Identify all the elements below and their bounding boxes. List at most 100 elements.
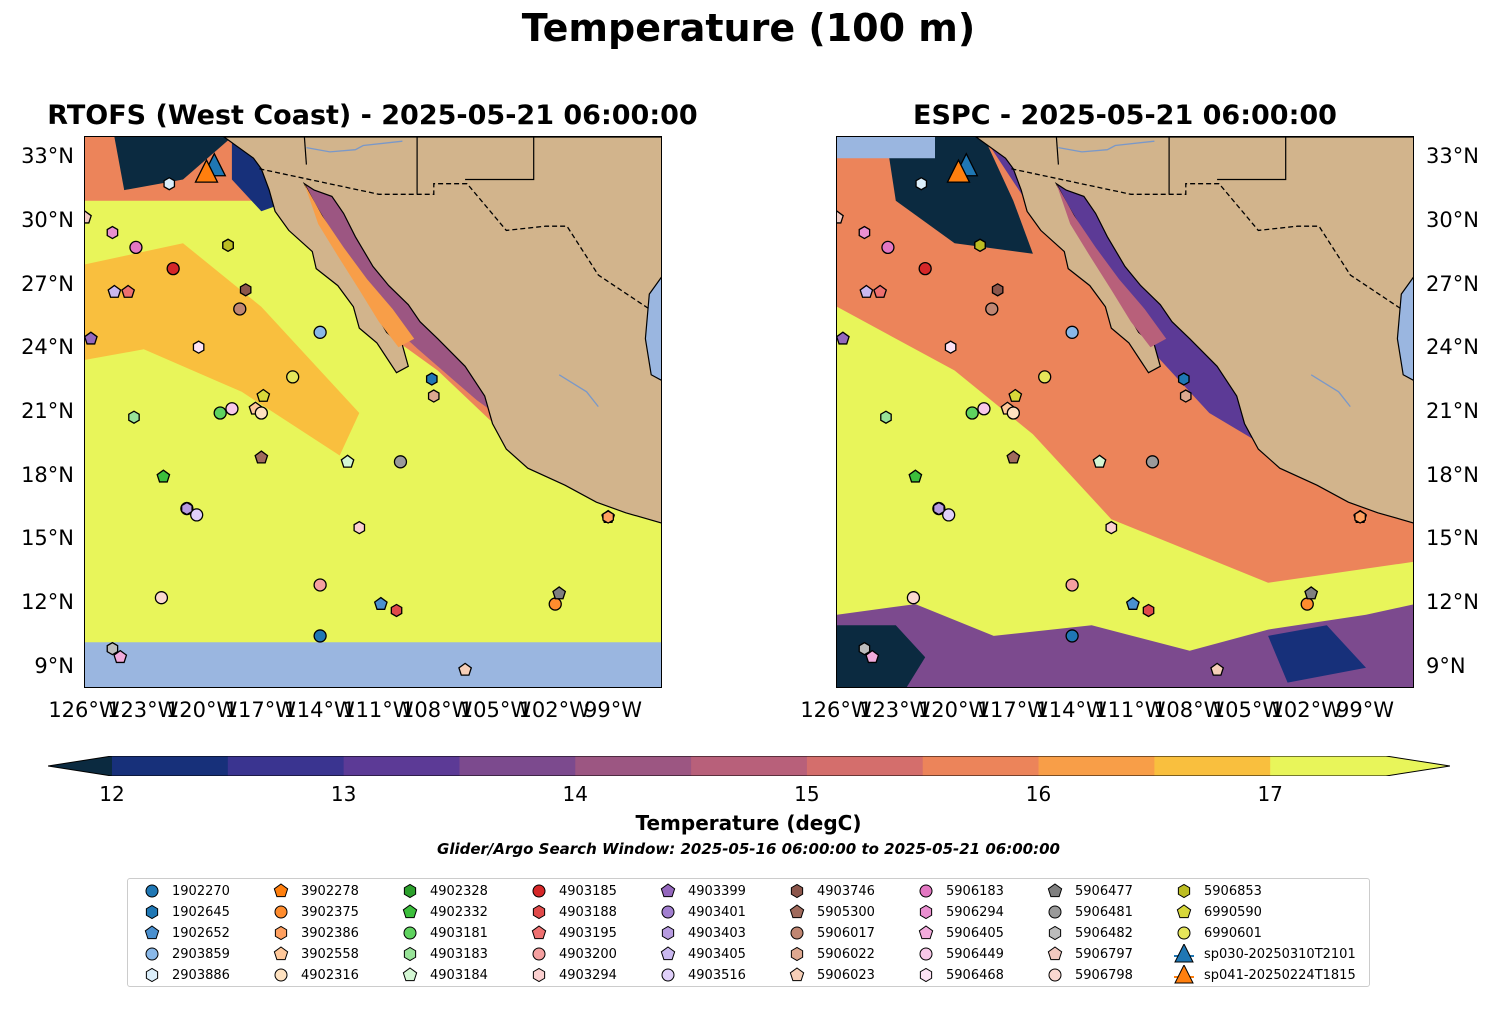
legend-marker-icon <box>145 967 159 983</box>
espc-map-panel[interactable] <box>836 136 1414 688</box>
rtofs-platform-sp041-20250224T1815 <box>194 158 219 183</box>
legend-item: 5906797 <box>1045 944 1133 964</box>
espc-y-tick-label: 12°N <box>1426 590 1479 615</box>
espc-platform-5906405 <box>865 649 880 664</box>
rtofs-platform-1902652 <box>373 596 388 610</box>
legend-marker-icon <box>660 883 676 898</box>
rtofs-x-tick-label: 114°W <box>283 698 355 722</box>
legend-item-label: 4903185 <box>559 883 617 899</box>
espc-platform-1902652 <box>1125 596 1140 610</box>
figure-title: Temperature (100 m) <box>521 6 976 50</box>
rtofs-platform-5906022 <box>427 389 440 403</box>
platform-legend: 1902270 1902645 1902652 2903859 2903886 39022… <box>127 878 1370 987</box>
espc-platform-1902645 <box>1177 372 1190 386</box>
legend-item: 5906477 <box>1045 881 1133 901</box>
legend-marker-icon <box>1047 883 1063 898</box>
legend-marker-icon <box>1176 904 1192 919</box>
colorbar-tick-label: 15 <box>794 782 820 806</box>
legend-item-label: 4903746 <box>817 883 875 899</box>
legend-item: 5906405 <box>916 923 1004 943</box>
rtofs-river-gila <box>306 140 403 153</box>
legend-item-label: 2903859 <box>172 946 230 962</box>
legend-item: 5906183 <box>916 881 1004 901</box>
legend-item: 5906482 <box>1045 923 1133 943</box>
legend-item: 6990590 <box>1174 902 1262 922</box>
rtofs-x-tick-label: 99°W <box>584 698 643 722</box>
espc-x-tick-label: 114°W <box>1035 698 1107 722</box>
legend-item-label: 5906482 <box>1075 925 1133 941</box>
colorbar-segment <box>1038 756 1155 776</box>
legend-marker-icon <box>1177 926 1191 940</box>
legend-marker-icon <box>274 968 288 982</box>
rtofs-platform-3902386 <box>602 510 614 524</box>
rtofs-platform-5906477 <box>552 586 567 600</box>
espc-platform-4903200 <box>1065 578 1079 592</box>
rtofs-y-tick-label: 27°N <box>21 271 74 296</box>
espc-y-tick-label: 18°N <box>1426 462 1479 487</box>
espc-south-cold-patch <box>1268 625 1366 683</box>
legend-marker-icon <box>145 884 159 898</box>
espc-no-data-corner <box>837 137 935 159</box>
right-panel-title: ESPC - 2025-05-21 06:00:00 <box>913 100 1337 131</box>
legend-item-label: 5906449 <box>946 946 1004 962</box>
rtofs-platform-4903399 <box>85 331 98 345</box>
rtofs-gulf-of-mexico <box>644 276 661 381</box>
rtofs-y-tick-label: 30°N <box>21 207 74 232</box>
rtofs-map-panel[interactable] <box>84 136 662 688</box>
rtofs-x-tick-label: 108°W <box>400 698 473 722</box>
legend-marker-icon <box>789 967 805 982</box>
legend-marker-icon <box>1048 968 1062 982</box>
espc-platform-4903399 <box>837 331 850 345</box>
rtofs-platform-4903403 <box>181 501 193 516</box>
espc-south-band <box>837 604 1413 687</box>
legend-marker-icon <box>919 904 933 920</box>
colorbar-segment <box>343 756 460 776</box>
rtofs-x-tick-label: 117°W <box>224 698 296 722</box>
rtofs-platform-5906023 <box>458 662 473 676</box>
colorbar-segment <box>1270 756 1387 776</box>
legend-item: 5906294 <box>916 902 1004 922</box>
rtofs-gulf-of-california <box>304 183 415 348</box>
rtofs-platform-5906853 <box>222 238 234 253</box>
legend-item: 4903405 <box>658 944 746 964</box>
colorbar-tick-label: 14 <box>562 782 588 806</box>
rtofs-platform-4902332 <box>156 469 171 483</box>
espc-platform-5906481 <box>1145 455 1160 469</box>
rtofs-platform-4903185 <box>166 261 180 276</box>
rtofs-platform-5906797 <box>85 210 92 224</box>
legend-item-label: 5906798 <box>1075 967 1133 983</box>
espc-y-tick-label: 21°N <box>1426 399 1479 423</box>
espc-y-tick-label: 9°N <box>1426 653 1466 678</box>
rtofs-platform-1902270 <box>313 629 327 643</box>
colorbar-segment <box>922 756 1040 776</box>
legend-item-label: 4903188 <box>559 904 617 920</box>
rtofs-platform-5906482 <box>106 641 119 656</box>
legend-marker-icon <box>661 925 675 941</box>
rtofs-state-border-nm-tx <box>465 137 535 181</box>
rtofs-platform-4902316 <box>254 406 268 420</box>
espc-platform-5906477 <box>1304 586 1319 600</box>
legend-item-label: 3902278 <box>301 883 359 899</box>
colorbar-extend-min <box>48 756 112 776</box>
rtofs-platform-4903200 <box>313 578 327 592</box>
espc-state-border-nm-tx <box>1217 137 1287 181</box>
legend-marker-icon <box>790 946 804 962</box>
search-window-text: Glider/Argo Search Window: 2025-05-16 06… <box>437 840 1060 858</box>
legend-item: 1902645 <box>142 902 230 922</box>
rtofs-cold-pool <box>114 137 232 191</box>
espc-x-tick-label: 117°W <box>976 698 1048 722</box>
colorbar-segment <box>1154 756 1271 776</box>
espc-x-tick-label: 99°W <box>1336 698 1395 722</box>
rtofs-platform-6990601 <box>286 370 300 384</box>
legend-item: 2903886 <box>142 965 230 985</box>
espc-platform-sp041-20250224T1815 <box>946 158 971 183</box>
espc-platform-5906482 <box>858 641 871 656</box>
rtofs-platform-4903181 <box>213 406 227 420</box>
rtofs-platform-4903195 <box>121 284 136 298</box>
rtofs-platform-4903184 <box>340 454 355 468</box>
rtofs-platform-4903188 <box>390 603 403 618</box>
legend-item-label: 4903195 <box>559 925 617 941</box>
legend-item: 5906017 <box>787 923 875 943</box>
espc-platform-4903185 <box>918 261 932 276</box>
legend-marker-icon <box>661 905 675 919</box>
